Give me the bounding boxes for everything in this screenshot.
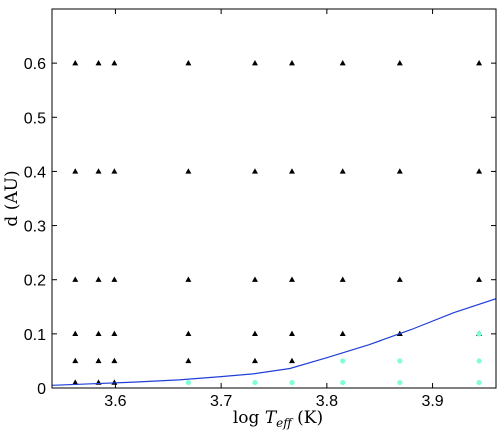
triangle-point (251, 357, 258, 364)
x-tick-label: 3.6 (104, 393, 126, 410)
triangle-point (72, 357, 79, 364)
series-line (52, 298, 496, 386)
triangle-point (476, 276, 483, 282)
triangle-point (185, 168, 192, 174)
triangle-point (95, 357, 102, 364)
x-tick-label: 3.7 (210, 393, 232, 410)
x-tick-label: 3.8 (316, 393, 338, 410)
triangle-point (339, 59, 346, 66)
triangle-point (251, 276, 258, 282)
y-tick-label: 0.2 (24, 273, 46, 290)
y-tick-label: 0 (37, 381, 46, 398)
axis-ticks (52, 9, 496, 389)
dot-point (340, 358, 346, 364)
triangle-point (476, 59, 483, 66)
triangle-point (288, 330, 295, 337)
y-tick-label: 0.6 (24, 56, 46, 73)
y-tick-label: 0.4 (24, 164, 46, 181)
triangle-point (72, 379, 79, 385)
dot-point (340, 379, 346, 386)
triangle-point (339, 168, 346, 174)
y-tick-label: 0.5 (24, 110, 46, 127)
dot-point (252, 379, 258, 386)
triangle-point (95, 59, 102, 66)
triangle-point (95, 276, 102, 282)
dot-point (289, 379, 295, 386)
plot-frame (51, 8, 497, 389)
triangle-point (185, 276, 192, 282)
dot-point (476, 379, 482, 386)
dot-point (397, 358, 403, 364)
triangle-point (95, 330, 102, 337)
triangle-point (111, 357, 118, 364)
triangle-point (396, 59, 403, 66)
triangle-point (95, 168, 102, 174)
y-tick-label: 0.1 (24, 327, 46, 344)
triangle-point (111, 379, 118, 385)
triangle-point (251, 59, 258, 66)
dot-point (185, 379, 191, 386)
triangle-point (288, 276, 295, 282)
triangle-point (111, 168, 118, 174)
x-axis-label: log Teff (K) (233, 408, 323, 430)
y-axis-label: d (AU) (2, 170, 22, 226)
triangle-point (288, 59, 295, 66)
triangle-point (251, 168, 258, 174)
plot-content (52, 59, 496, 386)
triangle-point (111, 330, 118, 337)
triangle-point (185, 59, 192, 66)
triangle-point (251, 330, 258, 337)
triangle-point (72, 168, 79, 174)
triangle-point (396, 168, 403, 174)
x-tick-label: 3.9 (421, 393, 443, 410)
triangle-point (288, 357, 295, 364)
triangle-point (111, 59, 118, 66)
triangle-point (185, 357, 192, 364)
triangle-point (111, 276, 118, 282)
triangle-point (72, 276, 79, 282)
triangle-point (396, 276, 403, 282)
y-tick-label: 0.3 (24, 219, 46, 236)
triangle-point (185, 330, 192, 337)
triangle-point (288, 168, 295, 174)
dot-point (476, 358, 482, 364)
dot-point (476, 331, 482, 337)
triangle-point (339, 276, 346, 282)
tick-labels: 3.6 3.7 3.8 3.9 0 0.1 0.2 0.3 0.4 0.5 0.6 (24, 56, 444, 410)
dot-point (397, 379, 403, 386)
triangle-point (72, 330, 79, 337)
triangle-point (72, 59, 79, 66)
triangle-point (476, 168, 483, 174)
triangle-point (339, 330, 346, 337)
